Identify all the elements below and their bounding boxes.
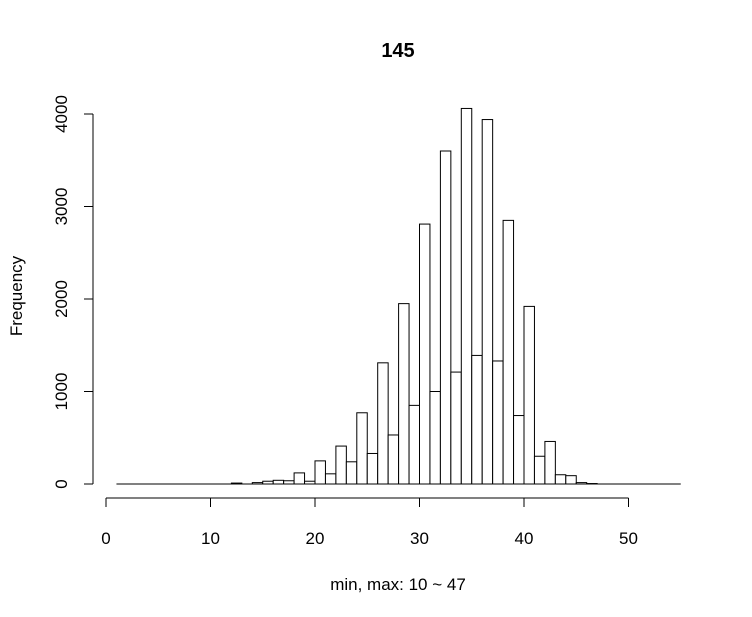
histogram-bar	[554, 474, 567, 485]
histogram-bar	[408, 404, 420, 485]
y-tick-label: 4000	[52, 95, 71, 133]
x-tick-label: 40	[515, 529, 534, 548]
histogram-bar	[502, 219, 515, 485]
y-tick-label: 3000	[52, 188, 71, 226]
histogram-bar	[533, 455, 546, 485]
histogram-bar	[345, 461, 358, 485]
x-tick-label: 10	[201, 529, 220, 548]
histogram-bar	[387, 434, 400, 485]
y-axis-label: Frequency	[7, 255, 26, 336]
histogram-bar	[293, 472, 306, 485]
x-tick-label: 30	[410, 529, 429, 548]
histogram-bar	[398, 303, 410, 485]
y-tick-label: 1000	[52, 373, 71, 411]
histogram-bar	[335, 445, 347, 485]
histogram-bar	[272, 479, 285, 485]
histogram-bar	[471, 354, 483, 485]
histogram-bar	[565, 475, 577, 485]
x-tick-label: 50	[619, 529, 638, 548]
histogram-bar	[366, 452, 379, 485]
histogram-bar	[314, 460, 326, 485]
histogram-bar	[544, 440, 556, 485]
x-axis-label: min, max: 10 ~ 47	[330, 575, 466, 594]
histogram-bar	[324, 473, 337, 485]
histogram-bar	[492, 360, 504, 485]
y-tick-label: 0	[52, 479, 71, 488]
histogram-bar	[439, 150, 452, 485]
histogram-bar	[377, 362, 389, 485]
histogram-bar	[513, 415, 525, 485]
y-axis: 0 1000 2000 3000 4000	[52, 95, 94, 489]
histogram-bar	[450, 371, 462, 485]
x-tick-label: 20	[306, 529, 325, 548]
y-tick-label: 2000	[52, 280, 71, 318]
histogram-bar	[460, 107, 473, 485]
x-axis: 0 10 20 30 40 50	[101, 497, 638, 548]
histogram-bar	[419, 223, 431, 485]
histogram-bar	[356, 412, 368, 485]
histogram-bar	[523, 305, 535, 485]
x-tick-label: 0	[101, 529, 110, 548]
chart-title: 145	[381, 40, 414, 62]
histogram-bars	[230, 107, 598, 485]
histogram-bar	[481, 119, 494, 485]
histogram-bar	[429, 391, 441, 485]
